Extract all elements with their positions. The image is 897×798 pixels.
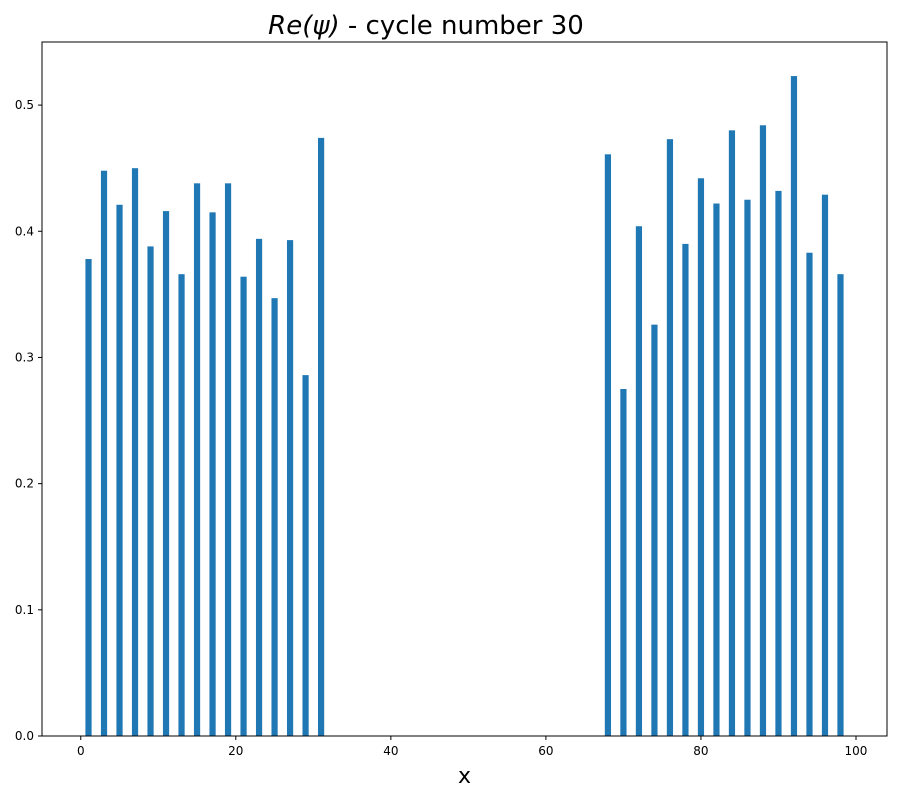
bar-x-11	[162, 211, 170, 737]
bar-x-72	[635, 226, 643, 736]
bar-x-19	[224, 183, 232, 737]
bar-x-15	[193, 183, 201, 737]
y-axis-ticks: 0.0 0.1 0.2 0.3 0.4 0.5	[15, 98, 42, 743]
bars-group	[85, 76, 844, 737]
bar-x-23	[255, 238, 263, 737]
bar-x-90	[775, 190, 782, 737]
chart-title-math: Re(ψ)	[268, 11, 340, 41]
x-tick-label: 20	[228, 744, 243, 758]
x-tick-label: 0	[77, 744, 85, 758]
bar-x-76	[666, 139, 674, 736]
chart-title-rest: - cycle number 30	[340, 11, 584, 41]
bar-x-98	[837, 274, 844, 736]
bar-x-68	[604, 154, 612, 736]
bar-x-3	[100, 170, 108, 737]
bar-x-5	[116, 204, 123, 737]
bar-x-25	[271, 298, 278, 736]
bar-x-94	[806, 252, 813, 736]
y-tick-label: 0.1	[15, 603, 34, 617]
bar-x-84	[728, 130, 736, 736]
axes-frame	[41, 41, 888, 737]
y-tick-label: 0.3	[15, 350, 34, 364]
bar-x-31	[317, 137, 325, 736]
bar-x-92	[790, 76, 798, 736]
bar-x-27	[286, 240, 294, 736]
bar-x-29	[302, 375, 309, 736]
bar-x-70	[620, 389, 627, 736]
bar-x-7	[131, 168, 139, 736]
bar-x-80	[697, 178, 705, 736]
y-tick-label: 0.5	[15, 98, 34, 112]
y-tick-label: 0.2	[15, 477, 34, 491]
chart-title: Re(ψ) - cycle number 30	[268, 11, 584, 41]
y-tick-label: 0.4	[15, 224, 34, 238]
bar-x-82	[713, 203, 720, 737]
bar-x-88	[759, 125, 767, 736]
bar-x-86	[744, 199, 751, 736]
x-tick-label: 100	[845, 744, 868, 758]
bar-x-9	[147, 246, 154, 736]
bar-x-74	[651, 324, 658, 736]
bar-x-78	[682, 243, 689, 736]
x-tick-label: 60	[538, 744, 553, 758]
x-axis-ticks: 0 20 40 60 80 100	[77, 736, 868, 758]
x-tick-label: 80	[693, 744, 708, 758]
y-tick-label: 0.0	[15, 729, 34, 743]
bar-x-1	[85, 259, 92, 736]
bar-x-13	[178, 274, 185, 736]
bar-x-96	[821, 194, 829, 736]
bar-x-21	[240, 276, 247, 736]
bar-x-17	[209, 212, 216, 736]
x-axis-label: x	[458, 764, 471, 789]
x-tick-label: 40	[383, 744, 398, 758]
